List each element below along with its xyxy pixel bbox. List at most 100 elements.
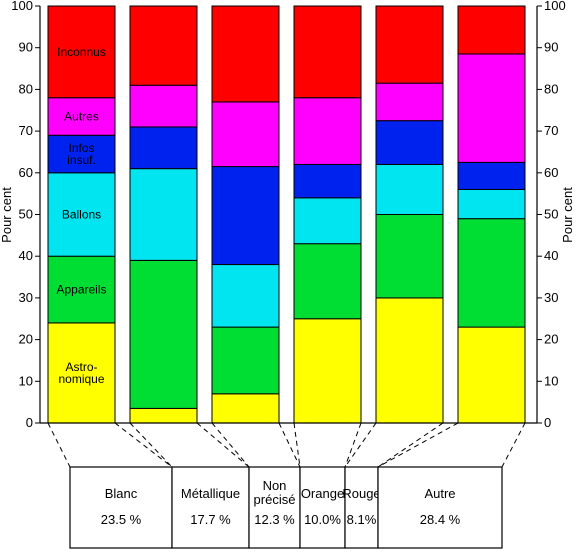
segment-label-astronomique-line-2: nomique [58,372,104,386]
group-name-3-line-1: Non [263,478,287,493]
group-box-3 [248,466,301,549]
group-percent-2: 17.7 % [190,512,231,527]
y-tick-label-right-40: 40 [544,248,558,263]
y-tick-label-left-90: 90 [19,40,33,55]
connector-right-3 [278,422,301,468]
bar-segment-2-autres [129,84,198,128]
connector-left-4 [293,422,301,468]
y-tick-label-right-100: 100 [544,0,566,13]
group-name-5: Rouge [342,486,380,501]
connector-left-3 [211,422,250,468]
group-percent-4: 10.0% [304,512,341,527]
bar-segment-2-infos_insuf [129,126,198,170]
group-box-5 [344,466,379,549]
bar-segment-4-appareils [293,243,362,320]
bar-segment-5-astronomique [375,297,444,424]
bar-segment-3-ballons [211,264,280,328]
y-tick-label-right-50: 50 [544,207,558,222]
y-tick-label-right-10: 10 [544,373,558,388]
connector-right-2 [196,422,250,468]
group-name-1: Blanc [105,486,138,501]
bar-segment-6-appareils [457,218,526,328]
bar-segment-3-astronomique [211,393,280,424]
connector-left-1 [47,422,71,468]
y-tick-label-right-80: 80 [544,81,558,96]
group-box-6 [377,466,503,549]
y-tick-label-left-80: 80 [19,81,33,96]
group-name-2: Métallique [181,486,240,501]
bar-segment-5-inconnus [375,5,444,84]
y-tick-label-left-10: 10 [19,373,33,388]
group-box-4 [299,466,346,549]
bar-segment-6-autres [457,53,526,163]
bar-segment-6-astronomique [457,326,526,424]
connector-left-6 [377,422,459,468]
bar-segment-2-appareils [129,259,198,409]
y-tick-label-right-20: 20 [544,332,558,347]
group-percent-1: 23.5 % [101,512,142,527]
bar-segment-5-appareils [375,214,444,299]
segment-label-ballons: Ballons [62,208,101,222]
bars-layer [47,5,526,424]
group-percent-5: 8.1% [347,512,377,527]
group-percent-3: 12.3 % [254,512,295,527]
y-tick-label-right-60: 60 [544,165,558,180]
y-axis-title-left: Pour cent [0,187,14,243]
dashed-connectors-layer [47,422,526,468]
group-name-4: Orange [301,486,344,501]
bar-segment-4-astronomique [293,318,362,424]
y-tick-label-right-90: 90 [544,40,558,55]
bar-segment-3-appareils [211,326,280,395]
bar-segment-3-infos_insuf [211,166,280,266]
y-tick-label-left-70: 70 [19,123,33,138]
bar-segment-3-inconnus [211,5,280,103]
bar-segment-4-infos_insuf [293,163,362,199]
bar-segment-2-inconnus [129,5,198,86]
bar-segment-1-appareils [47,255,116,324]
segment-label-astronomique-line-1: Astro- [65,360,97,374]
segment-label-inconnus: Inconnus [57,45,106,59]
bar-segment-4-ballons [293,197,362,245]
group-box-2 [171,466,250,549]
bar-segment-4-autres [293,97,362,165]
group-percent-6: 28.4 % [420,512,461,527]
y-tick-label-left-30: 30 [19,290,33,305]
bar-segment-6-inconnus [457,5,526,55]
y-tick-label-left-60: 60 [19,165,33,180]
bar-segment-5-infos_insuf [375,120,444,165]
bar-segment-2-astronomique [129,407,198,424]
segment-label-autres: Autres [64,110,99,124]
segment-label-infos_insuf-line-2: insuf. [67,153,96,167]
bar-segment-1-infos_insuf [47,134,116,174]
bar-segment-4-inconnus [293,5,362,99]
group-name-6: Autre [424,486,455,501]
connector-right-6 [501,422,526,468]
segment-label-appareils: Appareils [56,283,106,297]
connector-right-1 [114,422,173,468]
segment-label-infos_insuf-line-1: Infos [68,141,94,155]
bar-segment-1-astronomique [47,322,116,424]
y-tick-label-left-40: 40 [19,248,33,263]
axes-layer: 0 0 10 10 20 20 30 30 40 40 50 50 60 60 70 70 80 80 90 90 10… [11,0,565,430]
bar-segment-2-ballons [129,168,198,261]
bar-segment-5-autres [375,82,444,122]
connector-left-5 [344,422,377,468]
y-tick-label-right-30: 30 [544,290,558,305]
bar-segment-5-ballons [375,163,444,216]
connector-right-4 [344,422,362,468]
bar-segment-3-autres [211,101,280,168]
group-name-3-line-2: précisé [254,492,296,507]
group-box-1 [69,466,173,549]
y-tick-label-left-50: 50 [19,207,33,222]
y-tick-label-right-0: 0 [544,415,551,430]
bar-segment-1-autres [47,97,116,136]
y-tick-label-left-20: 20 [19,332,33,347]
bar-segment-1-inconnus [47,5,116,99]
y-axis-title-right: Pour cent [560,187,575,243]
y-tick-label-left-100: 100 [11,0,33,13]
bar-segment-6-ballons [457,188,526,220]
y-tick-label-left-0: 0 [26,415,33,430]
